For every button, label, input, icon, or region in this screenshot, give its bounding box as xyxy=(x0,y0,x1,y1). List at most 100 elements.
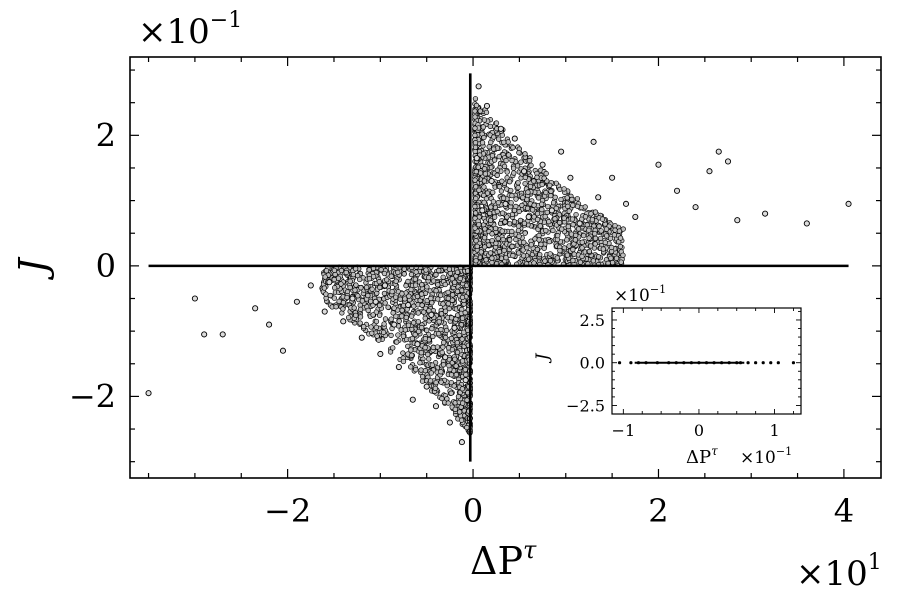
scatter-point xyxy=(592,235,599,241)
scatter-point xyxy=(417,360,423,366)
scatter-point xyxy=(472,140,479,146)
scatter-point xyxy=(408,364,414,370)
scatter-point xyxy=(570,246,576,253)
scatter-point xyxy=(430,333,436,340)
scatter-point xyxy=(537,251,543,258)
scatter-point xyxy=(500,236,506,243)
scatter-point xyxy=(365,292,371,299)
scatter-point xyxy=(326,279,333,286)
scatter-point xyxy=(494,208,500,215)
scatter-point xyxy=(394,339,400,345)
scatter-point xyxy=(516,250,522,256)
scatter-point xyxy=(400,358,407,365)
scatter-point xyxy=(499,178,505,184)
scatter-point xyxy=(632,213,639,220)
scatter-point xyxy=(345,314,352,321)
scatter-point xyxy=(522,151,528,157)
scatter-point xyxy=(369,330,375,336)
scatter-point xyxy=(511,219,518,225)
scatter-point xyxy=(400,333,407,339)
scatter-point xyxy=(436,267,442,274)
scatter-point xyxy=(453,371,459,378)
main-x-multiplier-exp: 1 xyxy=(868,550,882,575)
scatter-point xyxy=(390,310,396,316)
main-y-tick-label: 0 xyxy=(96,247,116,285)
scatter-point xyxy=(475,164,481,170)
scatter-point xyxy=(424,284,430,290)
inset-scatter-point xyxy=(712,361,716,365)
scatter-point xyxy=(586,227,592,233)
scatter-point xyxy=(513,203,519,210)
scatter-point xyxy=(507,179,513,185)
scatter-point xyxy=(509,243,515,250)
scatter-point xyxy=(484,190,491,196)
scatter-point xyxy=(266,321,273,328)
scatter-point xyxy=(349,295,356,302)
main-x-tick-label: 4 xyxy=(834,492,854,530)
scatter-point xyxy=(459,386,466,392)
scatter-point xyxy=(377,284,383,291)
scatter-point xyxy=(590,138,597,145)
scatter-point xyxy=(488,139,494,146)
scatter-point xyxy=(534,210,541,217)
scatter-point xyxy=(390,345,396,351)
scatter-point xyxy=(454,349,461,355)
scatter-point xyxy=(400,350,406,356)
scatter-point xyxy=(376,302,383,308)
scatter-point xyxy=(489,237,495,244)
scatter-point xyxy=(405,322,412,328)
scatter-point xyxy=(546,219,552,225)
scatter-point xyxy=(494,167,501,173)
scatter-point xyxy=(351,305,357,311)
scatter-point xyxy=(607,235,614,242)
scatter-point xyxy=(452,279,458,286)
scatter-point xyxy=(372,298,379,305)
scatter-point xyxy=(401,266,407,272)
scatter-point xyxy=(448,335,455,342)
scatter-point xyxy=(472,203,478,210)
scatter-point xyxy=(513,236,519,243)
inset-scatter-point xyxy=(704,361,709,365)
scatter-point xyxy=(374,333,380,339)
scatter-point xyxy=(504,175,510,181)
scatter-point xyxy=(462,366,468,373)
scatter-point xyxy=(567,174,574,181)
scatter-point xyxy=(449,276,455,282)
scatter-point xyxy=(333,304,339,310)
scatter-point xyxy=(570,221,576,228)
scatter-point xyxy=(391,321,398,328)
scatter-point xyxy=(592,241,598,247)
scatter-point xyxy=(454,340,460,346)
scatter-point xyxy=(496,153,502,160)
scatter-point xyxy=(496,249,503,255)
scatter-point xyxy=(340,318,347,325)
scatter-point xyxy=(543,189,549,196)
scatter-point xyxy=(473,258,479,264)
scatter-point xyxy=(539,201,545,207)
scatter-point xyxy=(579,245,585,251)
scatter-point xyxy=(618,259,624,265)
scatter-point xyxy=(568,231,575,237)
scatter-point xyxy=(529,207,536,213)
scatter-point xyxy=(622,200,630,207)
main-x-tick-label: 2 xyxy=(648,492,668,530)
scatter-point xyxy=(482,226,488,232)
scatter-point xyxy=(402,327,408,333)
scatter-point xyxy=(448,390,454,396)
scatter-point xyxy=(445,345,452,351)
scatter-point xyxy=(547,251,553,257)
scatter-point xyxy=(534,216,541,223)
scatter-point xyxy=(432,403,440,410)
scatter-point xyxy=(483,196,490,202)
scatter-point xyxy=(489,255,495,261)
scatter-point xyxy=(472,210,479,216)
scatter-point xyxy=(569,216,576,222)
main-y-tick-labels: −2 0 2 xyxy=(69,116,116,415)
scatter-point xyxy=(322,274,328,280)
scatter-point xyxy=(590,258,597,264)
scatter-point xyxy=(488,204,494,210)
scatter-point xyxy=(493,120,500,126)
scatter-point xyxy=(564,252,571,258)
scatter-point xyxy=(352,287,358,293)
scatter-point xyxy=(600,246,606,252)
